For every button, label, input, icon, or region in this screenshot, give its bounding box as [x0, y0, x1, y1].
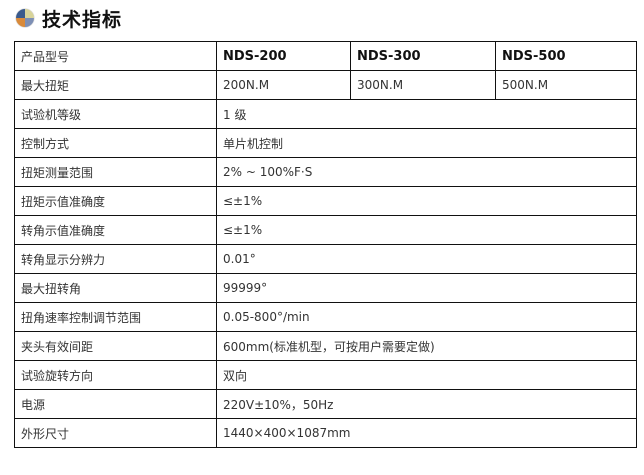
row-label: 试验旋转方向 [14, 360, 217, 390]
row-value: ≤±1% [216, 186, 637, 216]
header-label: 产品型号 [14, 41, 217, 71]
row-label: 扭角速率控制调节范围 [14, 302, 217, 332]
model-header: NDS-500 [495, 41, 637, 71]
row-value: 99999° [216, 273, 637, 303]
table-row: 转角示值准确度 ≤±1% [14, 215, 637, 245]
row-value: 600mm(标准机型，可按用户需要定做) [216, 331, 637, 361]
table-header-row: 产品型号 NDS-200 NDS-300 NDS-500 [14, 41, 637, 71]
row-label: 最大扭转角 [14, 273, 217, 303]
row-label: 扭矩示值准确度 [14, 186, 217, 216]
section-title: 技术指标 [16, 6, 123, 31]
row-value: 2% ~ 100%F·S [216, 157, 637, 187]
table-row: 最大扭矩 200N.M 300N.M 500N.M [14, 70, 637, 100]
row-value: 1440×400×1087mm [216, 418, 637, 448]
row-value: ≤±1% [216, 215, 637, 245]
row-label: 控制方式 [14, 128, 217, 158]
row-value: 300N.M [350, 70, 496, 100]
table-row: 试验机等级 1 级 [14, 99, 637, 129]
row-value: 单片机控制 [216, 128, 637, 158]
row-value: 1 级 [216, 99, 637, 129]
row-label: 最大扭矩 [14, 70, 217, 100]
row-value: 0.05-800°/min [216, 302, 637, 332]
row-value: 200N.M [216, 70, 351, 100]
table-row: 控制方式 单片机控制 [14, 128, 637, 158]
row-label: 转角示值准确度 [14, 215, 217, 245]
row-value: 双向 [216, 360, 637, 390]
table-row: 夹头有效间距 600mm(标准机型，可按用户需要定做) [14, 331, 637, 361]
table-row: 最大扭转角 99999° [14, 273, 637, 303]
table-row: 电源 220V±10%，50Hz [14, 389, 637, 419]
table-row: 外形尺寸 1440×400×1087mm [14, 418, 637, 448]
title-text: 技术指标 [42, 8, 123, 31]
row-value: 220V±10%，50Hz [216, 389, 637, 419]
row-label: 夹头有效间距 [14, 331, 217, 361]
table-row: 试验旋转方向 双向 [14, 360, 637, 390]
table-row: 扭角速率控制调节范围 0.05-800°/min [14, 302, 637, 332]
row-value: 500N.M [495, 70, 637, 100]
row-label: 转角显示分辨力 [14, 244, 217, 274]
row-value: 0.01° [216, 244, 637, 274]
model-header: NDS-300 [350, 41, 496, 71]
row-label: 电源 [14, 389, 217, 419]
quadrant-ball-icon [16, 9, 34, 27]
row-label: 外形尺寸 [14, 418, 217, 448]
row-label: 试验机等级 [14, 99, 217, 129]
table-row: 扭矩测量范围 2% ~ 100%F·S [14, 157, 637, 187]
table-row: 扭矩示值准确度 ≤±1% [14, 186, 637, 216]
table-row: 转角显示分辨力 0.01° [14, 244, 637, 274]
spec-table: 产品型号 NDS-200 NDS-300 NDS-500 最大扭矩 200N.M… [14, 41, 637, 448]
model-header: NDS-200 [216, 41, 351, 71]
row-label: 扭矩测量范围 [14, 157, 217, 187]
